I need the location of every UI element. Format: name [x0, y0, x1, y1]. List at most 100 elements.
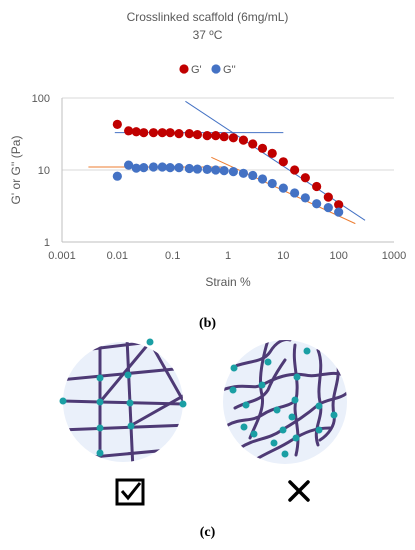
rheology-chart: G' G'' 100 10 1 0.001 0.01 0.1 1 10 100 …	[9, 64, 406, 289]
network-node	[315, 426, 323, 434]
x-tick-label: 1000	[382, 250, 406, 262]
g-prime-point	[228, 133, 238, 143]
legend-label-g-double-prime: G''	[223, 64, 236, 76]
network-node	[330, 411, 338, 419]
g-double-prime-point	[157, 162, 167, 172]
x-tick-labels: 0.001 0.01 0.1 1 10 100 1000	[48, 250, 406, 262]
panel-label-c: (c)	[199, 525, 216, 540]
g-double-prime-point	[148, 162, 159, 172]
network-fiber	[63, 423, 183, 432]
g-prime-point	[157, 128, 167, 138]
legend-label-g-prime: G'	[191, 64, 202, 76]
network-node	[146, 338, 154, 346]
g-double-prime-point	[334, 207, 344, 217]
x-tick-label: 0.1	[165, 250, 180, 262]
g-double-prime-point	[165, 162, 175, 173]
x-tick-label: 10	[277, 250, 289, 262]
network-fiber	[223, 371, 347, 392]
network-fiber	[223, 340, 292, 372]
g-double-prime-point	[323, 203, 333, 213]
g-prime-point	[211, 131, 221, 141]
g-double-prime-point	[131, 163, 141, 173]
g-prime-point	[124, 126, 134, 136]
network-node	[281, 450, 289, 458]
network-fiber	[98, 342, 152, 404]
cross-stroke	[288, 480, 310, 502]
g-prime-point	[334, 200, 344, 210]
g-double-prime-point	[219, 166, 229, 176]
x-tick-label: 1	[225, 250, 231, 262]
network-node	[303, 347, 311, 355]
cross-mark-icon	[288, 480, 310, 502]
g-prime-point	[184, 129, 194, 139]
g-prime-point	[192, 130, 203, 140]
g-prime-point	[323, 192, 333, 202]
network-fiber	[248, 340, 270, 440]
g-prime-point	[139, 128, 149, 138]
legend-marker-g-prime	[179, 64, 189, 74]
network-node	[59, 397, 67, 405]
network-node	[96, 374, 104, 382]
network-node	[293, 373, 301, 381]
network-node	[126, 399, 134, 407]
g-prime-point	[290, 165, 300, 175]
g-double-prime-point	[192, 164, 203, 174]
g-double-prime-point	[211, 165, 221, 175]
irregular-network	[223, 340, 347, 464]
g-double-prime-point	[184, 163, 194, 174]
network-fiber	[148, 342, 183, 406]
ideal-network	[59, 338, 187, 462]
data-points	[112, 119, 344, 217]
g-double-prime-point	[312, 199, 322, 209]
g-double-prime-point	[248, 170, 258, 181]
x-tick-label: 0.001	[48, 250, 76, 262]
x-tick-label: 100	[330, 250, 348, 262]
g-double-prime-point	[139, 162, 149, 173]
check-box-icon	[115, 478, 145, 506]
network-fiber	[63, 399, 102, 404]
g-double-prime-point	[202, 164, 212, 174]
network-node	[279, 426, 287, 434]
g-double-prime-point	[267, 178, 277, 189]
y-tick-labels: 100 10 1	[32, 93, 50, 249]
legend: G' G''	[179, 64, 236, 76]
network-node	[96, 424, 104, 432]
network-node	[124, 371, 132, 379]
g-prime-point	[219, 132, 229, 142]
y-tick-label: 100	[32, 93, 50, 105]
network-node	[258, 381, 266, 389]
g-double-prime-point	[257, 174, 268, 184]
network-fiber	[128, 390, 183, 428]
g-prime-point	[300, 173, 310, 183]
blue-fit-line	[185, 100, 366, 221]
network-node	[240, 423, 248, 431]
g-prime-point	[112, 119, 122, 129]
network-node	[229, 386, 237, 394]
network-node	[96, 398, 104, 406]
network-node	[292, 434, 300, 442]
g-prime-point	[148, 128, 159, 138]
network-node	[273, 406, 281, 414]
x-tick-label: 0.01	[107, 250, 128, 262]
g-double-prime-point	[238, 168, 249, 178]
network-node	[242, 401, 250, 409]
check-mark-icon	[115, 478, 145, 506]
network-node	[127, 422, 135, 430]
g-double-prime-point	[124, 160, 134, 170]
g-double-prime-point	[300, 193, 310, 203]
g-prime-point	[312, 181, 322, 192]
x-axis-label: Strain %	[205, 275, 251, 289]
g-prime-point	[165, 128, 175, 138]
chart-title: Crosslinked scaffold (6mg/mL)	[126, 10, 289, 24]
g-prime-point	[202, 131, 212, 141]
network-diagrams	[59, 338, 347, 506]
network-fiber	[226, 398, 298, 427]
g-double-prime-point	[290, 188, 300, 198]
g-double-prime-point	[112, 171, 122, 181]
chart-subtitle: 37 ºC	[192, 28, 223, 42]
panel-label-b: (b)	[198, 316, 217, 331]
network-node	[291, 396, 299, 404]
network-node	[179, 400, 187, 408]
network-node	[230, 364, 238, 372]
y-axis-label: G' or G'' (Pa)	[9, 136, 23, 205]
